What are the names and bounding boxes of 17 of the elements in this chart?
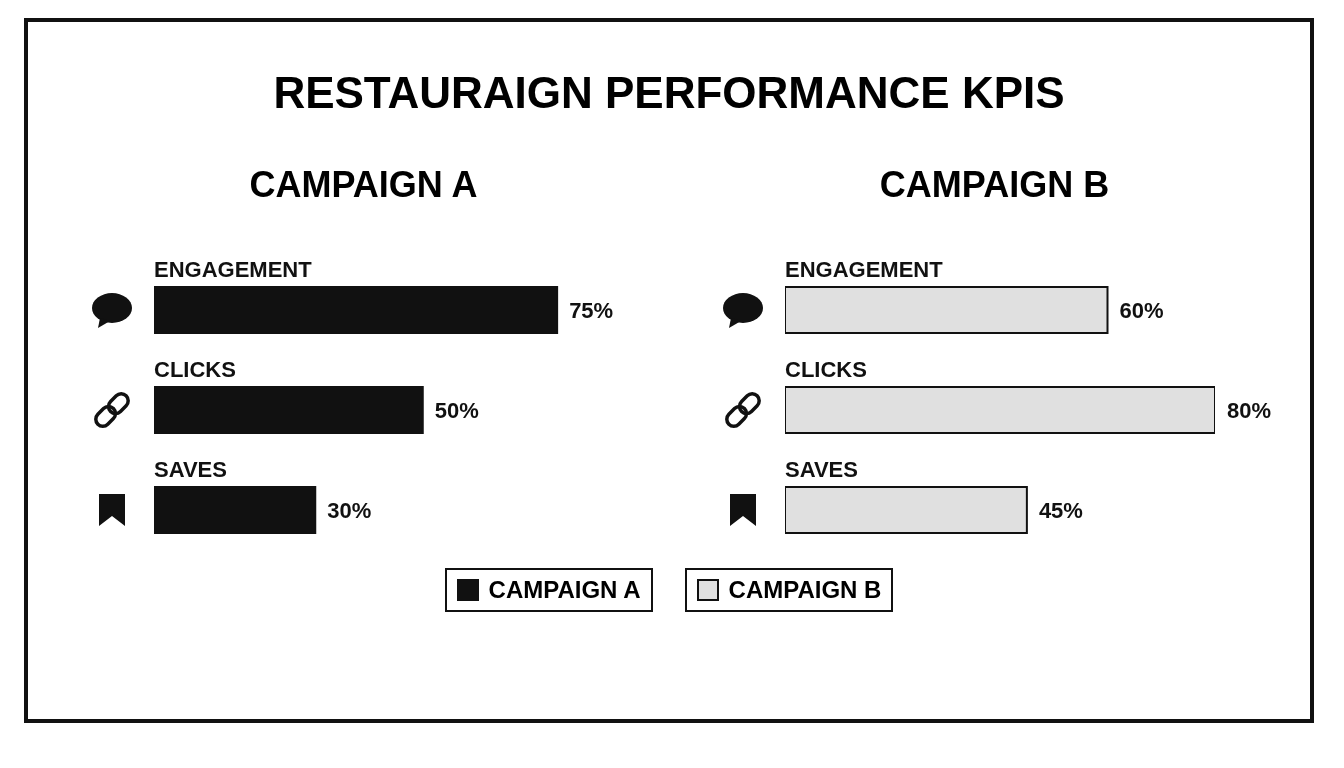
y-tick-label: CLICKS [153, 357, 236, 382]
data-label: 30% [326, 497, 371, 523]
data-label: 60% [1119, 297, 1164, 323]
y-tick-label: SAVES [784, 457, 858, 482]
text: RESTAURAIGN PERFORMANCE KPIS [272, 68, 1066, 118]
legend-label: CAMPAIGN B [728, 576, 882, 604]
data-label: 45% [1038, 497, 1083, 523]
y-tick-label: ENGAGEMENT [153, 257, 312, 282]
y-tick-label: CLICKS [784, 357, 867, 382]
data-label: 50% [434, 397, 479, 423]
legend-label: CAMPAIGN A [488, 576, 641, 604]
y-tick-label: ENGAGEMENT [784, 257, 943, 282]
chart-subtitle: CAMPAIGN A [248, 164, 479, 206]
y-tick-label: SAVES [153, 457, 227, 482]
chart-subtitle: CAMPAIGN B [878, 164, 1111, 206]
data-label: 80% [1226, 397, 1271, 423]
data-label: 75% [568, 297, 613, 323]
